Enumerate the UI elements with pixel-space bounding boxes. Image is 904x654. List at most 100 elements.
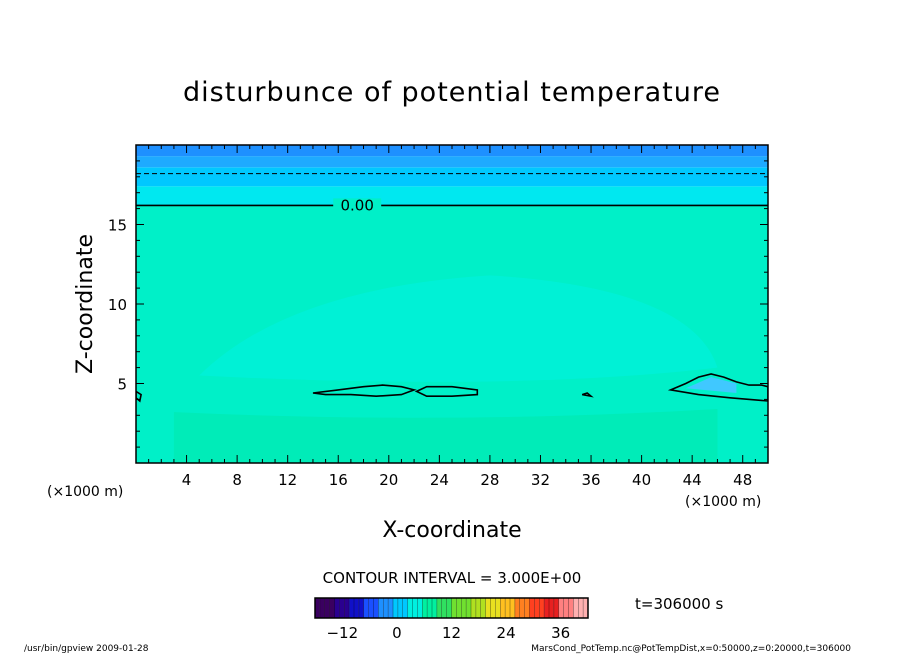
closed-contour-3 — [667, 373, 768, 402]
colorbar-cell-20 — [412, 598, 418, 618]
colorbar-cell-10 — [363, 598, 369, 618]
time-text: t=306000 s — [635, 595, 723, 613]
colorbar-cell-18 — [402, 598, 408, 618]
colorbar-cell-5 — [339, 598, 345, 618]
colorbar-cell-46 — [539, 598, 545, 618]
colorbar-cell-33 — [475, 598, 481, 618]
x-tick-label-4: 4 — [182, 471, 192, 489]
colorbar-cell-13 — [378, 598, 384, 618]
colorbar-cell-22 — [422, 598, 428, 618]
x-tick-label-36: 36 — [581, 471, 600, 489]
colorbar-cell-40 — [510, 598, 515, 618]
colorbar-cell-28 — [451, 598, 457, 618]
x-tick-label-24: 24 — [430, 471, 449, 489]
x-tick-label-48: 48 — [733, 471, 752, 489]
colorbar-cell-11 — [368, 598, 374, 618]
colorbar-cell-26 — [441, 598, 447, 618]
contour-lines — [136, 173, 768, 403]
colorbar-cell-44 — [529, 598, 535, 618]
colorbar-cell-0 — [315, 598, 320, 618]
y-tick-label-15: 15 — [108, 217, 127, 235]
closed-contour-0 — [312, 384, 417, 398]
colorbar-cell-35 — [485, 598, 491, 618]
colorbar-cell-39 — [505, 598, 510, 618]
x-unit-right: (×1000 m) — [685, 494, 761, 510]
color-band-3 — [136, 156, 768, 168]
heatmap-shading — [173, 275, 737, 463]
colorbar-cell-54 — [578, 598, 584, 618]
colorbar-cell-30 — [461, 598, 467, 618]
color-band-4 — [136, 145, 768, 157]
colorbar-cell-42 — [519, 598, 525, 618]
y-tick-labels: 5 10 15 — [108, 217, 127, 394]
footer-right: MarsCond_PotTemp.nc@PotTempDist,x=0:5000… — [531, 644, 851, 654]
contour-interval-text: CONTOUR INTERVAL = 3.000E+00 — [323, 569, 582, 587]
colorbar-cell-3 — [329, 598, 335, 618]
colorbar-cell-8 — [354, 598, 359, 618]
colorbar-cell-49 — [553, 598, 559, 618]
colorbar-cell-4 — [334, 598, 340, 618]
x-tick-label-32: 32 — [531, 471, 550, 489]
chart-title: disturbunce of potential temperature — [183, 77, 721, 108]
colorbar-cell-47 — [544, 598, 549, 618]
colorbar-tick-label-0: 0 — [392, 624, 402, 642]
colorbar-cell-52 — [568, 598, 574, 618]
colorbar-cell-12 — [373, 598, 379, 618]
colorbar-cell-45 — [534, 598, 540, 618]
colorbar-cell-43 — [524, 598, 530, 618]
colorbar-cell-25 — [436, 598, 442, 618]
colorbar-cell-15 — [388, 598, 393, 618]
colorbar-cell-7 — [349, 598, 354, 618]
colorbar-cell-36 — [490, 598, 496, 618]
colorbar-tick-label-24: 24 — [497, 624, 516, 642]
x-tick-labels: 4 8 12 16 20 24 28 32 36 40 44 48 — [182, 471, 752, 489]
x-tick-label-28: 28 — [480, 471, 499, 489]
colorbar-cell-19 — [407, 598, 413, 618]
x-tick-label-8: 8 — [232, 471, 242, 489]
colorbar-cell-50 — [558, 598, 564, 618]
colorbar-cell-9 — [358, 598, 364, 618]
colorbar-cell-1 — [319, 598, 325, 618]
x-tick-label-40: 40 — [632, 471, 651, 489]
x-tick-label-12: 12 — [278, 471, 297, 489]
colorbar-cell-27 — [446, 598, 452, 618]
colorbar — [314, 597, 589, 619]
colorbar-cell-51 — [563, 598, 569, 618]
x-unit-left: (×1000 m) — [47, 484, 123, 500]
colorbar-cell-37 — [495, 598, 501, 618]
contour-label: 0.00 — [340, 196, 373, 214]
closed-contour-4 — [136, 390, 142, 403]
colorbar-cell-34 — [480, 598, 486, 618]
colorbar-cell-24 — [432, 598, 437, 618]
colorbar-cell-29 — [456, 598, 462, 618]
colorbar-cell-6 — [344, 598, 350, 618]
closed-contour-1 — [414, 385, 479, 398]
x-tick-label-20: 20 — [379, 471, 398, 489]
color-band-1 — [136, 186, 768, 206]
y-tick-label-5: 5 — [117, 376, 127, 394]
colorbar-cell-38 — [500, 598, 506, 618]
footer-left: /usr/bin/gpview 2009-01-28 — [24, 644, 149, 654]
contour-label-background — [333, 198, 382, 213]
colorbar-frame — [314, 597, 589, 619]
axis-ticks — [136, 145, 768, 463]
x-axis-label: X-coordinate — [382, 518, 521, 543]
colorbar-cell-21 — [417, 598, 423, 618]
shading-cool-patch — [685, 377, 737, 394]
colorbar-tick-label--12: −12 — [326, 624, 358, 642]
y-axis-label: Z-coordinate — [73, 234, 98, 374]
colorbar-cell-53 — [573, 598, 579, 618]
plot-area — [135, 144, 769, 464]
closed-contour-2 — [581, 392, 594, 398]
colorbar-cell-14 — [383, 598, 389, 618]
colorbar-cell-48 — [549, 598, 554, 618]
colorbar-cell-16 — [393, 598, 398, 618]
colorbar-cell-23 — [427, 598, 432, 618]
colorbar-cell-32 — [471, 598, 476, 618]
colorbar-tick-label-36: 36 — [551, 624, 570, 642]
x-tick-label-16: 16 — [329, 471, 348, 489]
colorbar-cell-55 — [583, 598, 588, 618]
colorbar-cell-17 — [397, 598, 403, 618]
colorbar-cell-31 — [466, 598, 471, 618]
